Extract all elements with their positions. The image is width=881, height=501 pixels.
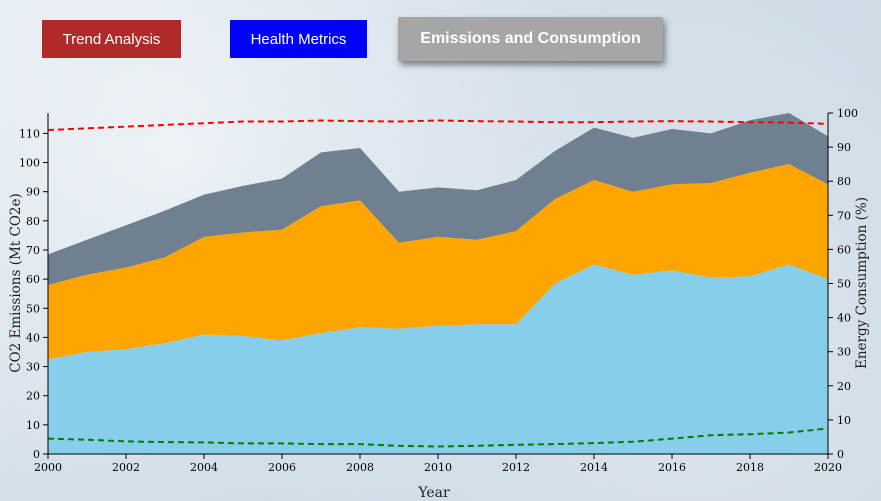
x-tick-label-2006: 2006 [268,461,296,474]
y-left-tick-label-80: 80 [26,215,40,228]
x-tick-label-2002: 2002 [112,461,140,474]
x-tick-label-2010: 2010 [424,461,452,474]
area-series-3 [48,113,828,285]
line-series-ff0000 [47,119,829,132]
area-series-2 [48,164,828,360]
y-left-tick-label-60: 60 [26,273,40,286]
y-left-tick-label-30: 30 [26,361,40,374]
y-right-tick-label-40: 40 [837,312,851,325]
tab-bar: Trend Analysis Health Metrics Emissions … [0,0,881,80]
y-axis-right-title: Energy Consumption (%) [854,197,870,369]
line-series [47,119,829,448]
y-left-tick-label-10: 10 [26,419,40,432]
x-tick-label-2000: 2000 [34,461,62,474]
y-right-tick-label-20: 20 [837,380,851,393]
y-right-tick-label-0: 0 [837,448,844,461]
line-series-008000 [47,427,829,448]
y-left-tick-label-40: 40 [26,331,40,344]
y-axis-left-title: CO2 Emissions (Mt CO2e) [8,193,24,373]
y-right-tick-label-60: 60 [837,243,851,256]
tab-health-metrics[interactable]: Health Metrics [230,20,367,58]
area-series-1 [48,264,828,454]
y-right-tick-label-10: 10 [837,414,851,427]
x-tick-label-2004: 2004 [190,461,218,474]
y-right-tick-label-50: 50 [837,278,851,291]
x-tick-label-2012: 2012 [502,461,530,474]
y-left-tick-label-20: 20 [26,390,40,403]
x-tick-label-2018: 2018 [736,461,764,474]
x-tick-label-2014: 2014 [580,461,608,474]
y-left-tick-label-110: 110 [19,127,40,140]
x-tick-label-2008: 2008 [346,461,374,474]
y-left-tick-label-100: 100 [19,157,40,170]
axes: 2000 2002 2004 2006 2008 2010 2012 2014 2016 2018… [19,107,858,474]
y-right-tick-label-80: 80 [837,175,851,188]
y-left-tick-label-0: 0 [33,448,40,461]
y-left-tick-label-90: 90 [26,186,40,199]
stacked-areas [48,113,828,454]
y-left-tick-label-50: 50 [26,302,40,315]
y-right-tick-label-30: 30 [837,346,851,359]
tab-trend-analysis[interactable]: Trend Analysis [42,20,181,58]
x-tick-label-2020: 2020 [814,461,842,474]
y-right-tick-label-100: 100 [837,107,858,120]
x-axis-title: Year [417,485,450,501]
tab-emissions-and-consumption[interactable]: Emissions and Consumption [398,17,663,61]
y-left-tick-label-70: 70 [26,244,40,257]
y-right-tick-label-70: 70 [837,209,851,222]
x-tick-label-2016: 2016 [658,461,686,474]
y-right-tick-label-90: 90 [837,141,851,154]
